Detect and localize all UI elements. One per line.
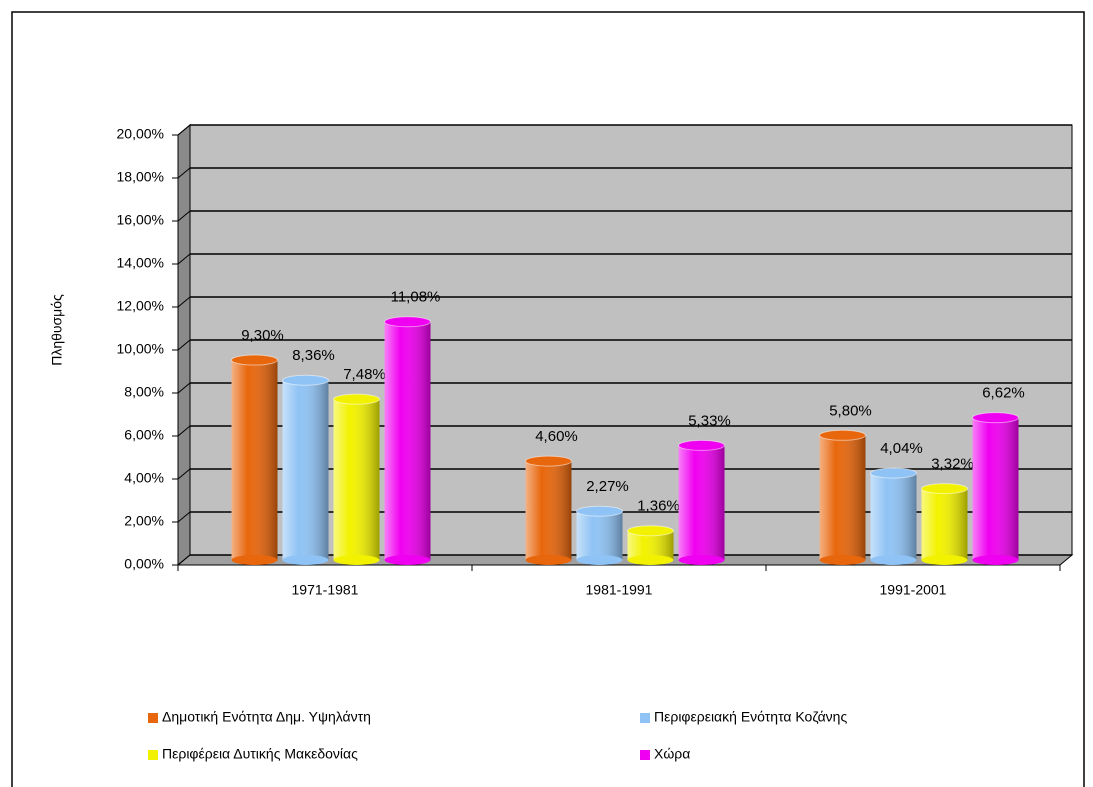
bar-base (921, 555, 968, 565)
bar-top (627, 525, 674, 537)
bar-shade (525, 461, 572, 560)
value-label: 9,30% (241, 327, 284, 344)
y-tick-label: 20,00% (117, 126, 164, 142)
bar-base (678, 555, 725, 565)
bar-top (282, 374, 329, 386)
bar-top (972, 412, 1019, 424)
y-tick-label: 0,00% (124, 556, 164, 572)
value-label: 1,36% (637, 498, 680, 515)
bar-base (231, 555, 278, 565)
value-label: 4,60% (535, 428, 578, 445)
bar-base (972, 555, 1019, 565)
bar-shade (921, 488, 968, 560)
value-label: 11,08% (391, 289, 441, 306)
y-tick-label: 14,00% (117, 255, 164, 271)
grid-line (177, 511, 191, 523)
y-tick-label: 4,00% (124, 470, 164, 486)
bar-shade (972, 417, 1019, 560)
y-tick-label: 16,00% (117, 212, 164, 228)
legend-label: Περιφερειακή Ενότητα Κοζάνης (654, 709, 847, 725)
bar-top (870, 467, 917, 479)
value-label: 5,33% (688, 412, 731, 429)
grid-line (177, 124, 191, 136)
bar-top (525, 455, 572, 467)
bar-top (678, 439, 725, 451)
bar-top (576, 505, 623, 517)
grid-line (177, 210, 191, 222)
legend-label: Περιφέρεια Δυτικής Μακεδονίας (162, 746, 358, 762)
bar-top (819, 429, 866, 441)
grid-line (177, 339, 191, 351)
value-label: 8,36% (292, 347, 335, 364)
grid-line (177, 253, 191, 265)
bar-top (384, 316, 431, 328)
y-axis-label: Πληθυσμός (49, 294, 65, 366)
grid-line (177, 167, 191, 179)
x-tick-label: 1991-2001 (880, 582, 947, 598)
bar-base (282, 555, 329, 565)
bar-base (384, 555, 431, 565)
bar-base (333, 555, 380, 565)
value-label: 2,27% (586, 478, 629, 495)
y-tick-label: 18,00% (117, 169, 164, 185)
bar-base (870, 555, 917, 565)
frame (11, 11, 1085, 787)
bar-shade (333, 399, 380, 560)
bar-base (576, 555, 623, 565)
bar-top (333, 393, 380, 405)
value-label: 3,32% (931, 456, 974, 473)
y-tick-label: 8,00% (124, 384, 164, 400)
bar-shade (384, 321, 431, 560)
bar-shade (870, 473, 917, 560)
bar-shade (231, 360, 278, 560)
bar-top (231, 354, 278, 366)
grid-line (177, 296, 191, 308)
legend-swatch (148, 713, 158, 723)
y-tick-label: 10,00% (117, 341, 164, 357)
legend-label: Δημοτική Ενότητα Δημ. Υψηλάντη (162, 709, 371, 725)
grid-line (177, 468, 191, 480)
x-tick-label: 1981-1991 (586, 582, 653, 598)
bar-base (627, 555, 674, 565)
bar-shade (678, 445, 725, 560)
grid-line (177, 382, 191, 394)
bar-shade (282, 380, 329, 560)
grid-line (177, 425, 191, 437)
bar-shade (819, 435, 866, 560)
legend-swatch (640, 713, 650, 723)
bar-base (819, 555, 866, 565)
y-tick-label: 2,00% (124, 513, 164, 529)
bar-base (525, 555, 572, 565)
y-tick-label: 12,00% (117, 298, 164, 314)
legend-swatch (640, 750, 650, 760)
legend-swatch (148, 750, 158, 760)
bar-top (921, 483, 968, 495)
value-label: 7,48% (343, 366, 386, 383)
legend-label: Χώρα (654, 746, 690, 762)
grid-line (177, 554, 191, 566)
value-label: 6,62% (982, 385, 1025, 402)
x-tick-label: 1971-1981 (292, 582, 359, 598)
value-label: 4,04% (880, 440, 923, 457)
bar-shade (576, 511, 623, 560)
value-label: 5,80% (829, 402, 872, 419)
y-tick-label: 6,00% (124, 427, 164, 443)
